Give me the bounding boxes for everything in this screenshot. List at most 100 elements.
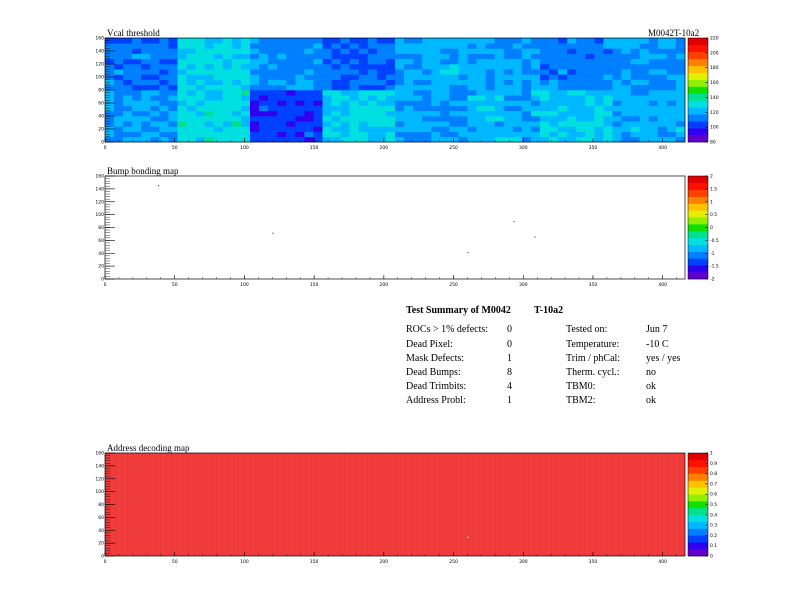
pixel-cell <box>349 48 360 54</box>
pixel-cell <box>132 131 142 138</box>
pixel-cell <box>304 38 314 44</box>
pixel-cell <box>648 126 659 132</box>
pixel-cell <box>630 84 640 91</box>
pixel-cell <box>304 105 314 112</box>
z-tick-label: 0 <box>710 225 713 231</box>
pixel-cell <box>385 43 396 49</box>
pixel-cell <box>322 84 332 91</box>
pixel-cell <box>222 136 233 143</box>
dead-bump-point <box>467 251 469 254</box>
pixel-cell <box>240 100 251 106</box>
pixel-cell <box>404 58 414 65</box>
pixel-cell <box>358 121 369 127</box>
dead-bump-point <box>272 232 274 234</box>
pixel-cell <box>186 136 196 143</box>
pixel-cell <box>675 58 686 65</box>
pixel-cell <box>621 116 631 122</box>
pixel-cell <box>585 58 595 65</box>
pixel-cell <box>168 100 178 106</box>
pixel-cell <box>385 100 396 106</box>
pixel-cell <box>540 74 550 80</box>
pixel-cell <box>648 48 659 54</box>
vcal-threshold-chart: 0 50 100 150 200 250 300 350 400 0 20 40 60 80 100 120 1… <box>95 36 718 152</box>
pixel-cell <box>576 69 586 75</box>
pixel-cell <box>358 136 369 143</box>
pixel-cell <box>413 116 423 122</box>
pixel-cell <box>503 121 514 127</box>
pixel-cell <box>675 95 686 101</box>
pixel-cell <box>286 74 296 80</box>
pixel-cell <box>675 38 686 44</box>
pixel-cell <box>313 105 323 112</box>
pixel-cell <box>494 79 505 86</box>
pixel-cell <box>521 105 532 112</box>
pixel-cell <box>467 43 477 49</box>
pixel-cell <box>141 105 151 112</box>
pixel-cell <box>422 136 432 143</box>
pixel-cell <box>594 48 604 54</box>
pixel-cell <box>159 79 169 86</box>
summary-label: Mask Defects: <box>406 353 465 364</box>
pixel-cell <box>331 121 341 127</box>
pixel-cell <box>521 43 532 49</box>
pixel-cell <box>540 90 550 96</box>
pixel-cell <box>558 95 568 101</box>
pixel-cell <box>431 131 441 138</box>
summary-label: Address Probl: <box>406 395 466 406</box>
pixel-cell <box>503 38 514 44</box>
pixel-cell <box>204 43 215 49</box>
y-tick-label: 0 <box>101 277 104 283</box>
pixel-cell <box>159 116 169 122</box>
pixel-cell <box>521 84 532 91</box>
pixel-cell <box>349 53 360 60</box>
pixel-cell <box>558 121 568 127</box>
pixel-cell <box>494 126 505 132</box>
pixel-cell <box>431 90 441 96</box>
pixel-cell <box>639 69 650 75</box>
pixel-cell <box>431 105 441 112</box>
pixel-cell <box>213 116 224 122</box>
pixel-cell <box>132 90 142 96</box>
pixel-cell <box>295 74 305 80</box>
pixel-cell <box>322 100 332 106</box>
pixel-cell <box>467 116 477 122</box>
summary-value: Jun 7 <box>646 324 668 335</box>
pixel-cell <box>422 43 432 49</box>
pixel-cell <box>159 110 169 117</box>
pixel-cell <box>603 64 613 70</box>
pixel-cell <box>385 48 396 54</box>
pixel-cell <box>367 38 378 44</box>
pixel-cell <box>177 110 187 117</box>
pixel-cell <box>485 38 495 44</box>
pixel-cell <box>540 79 550 86</box>
pixel-cell <box>422 105 432 112</box>
palette-swatch <box>688 189 708 197</box>
pixel-cell <box>431 38 441 44</box>
pixel-cell <box>630 53 640 60</box>
pixel-cell <box>204 100 215 106</box>
pixel-cell <box>648 100 659 106</box>
pixel-cell <box>639 48 650 54</box>
pixel-cell <box>186 48 196 54</box>
pixel-cell <box>250 105 260 112</box>
pixel-cell <box>150 84 160 91</box>
pixel-cell <box>657 74 668 80</box>
pixel-cell <box>449 126 459 132</box>
palette-swatch <box>688 480 708 488</box>
z-tick-label: 0.1 <box>710 543 717 549</box>
y-tick-label: 140 <box>95 463 104 469</box>
pixel-cell <box>440 58 450 65</box>
pixel-cell <box>648 90 659 96</box>
x-tick-label: 350 <box>589 145 598 151</box>
pixel-cell <box>195 136 205 143</box>
pixel-cell <box>123 116 133 122</box>
pixel-cell <box>177 48 187 54</box>
pixel-cell <box>240 105 251 112</box>
pixel-cell <box>558 58 568 65</box>
pixel-cell <box>322 95 332 101</box>
pixel-cell <box>603 126 613 132</box>
pixel-cell <box>123 79 133 86</box>
pixel-cell <box>304 53 314 60</box>
pixel-cell <box>567 69 577 75</box>
